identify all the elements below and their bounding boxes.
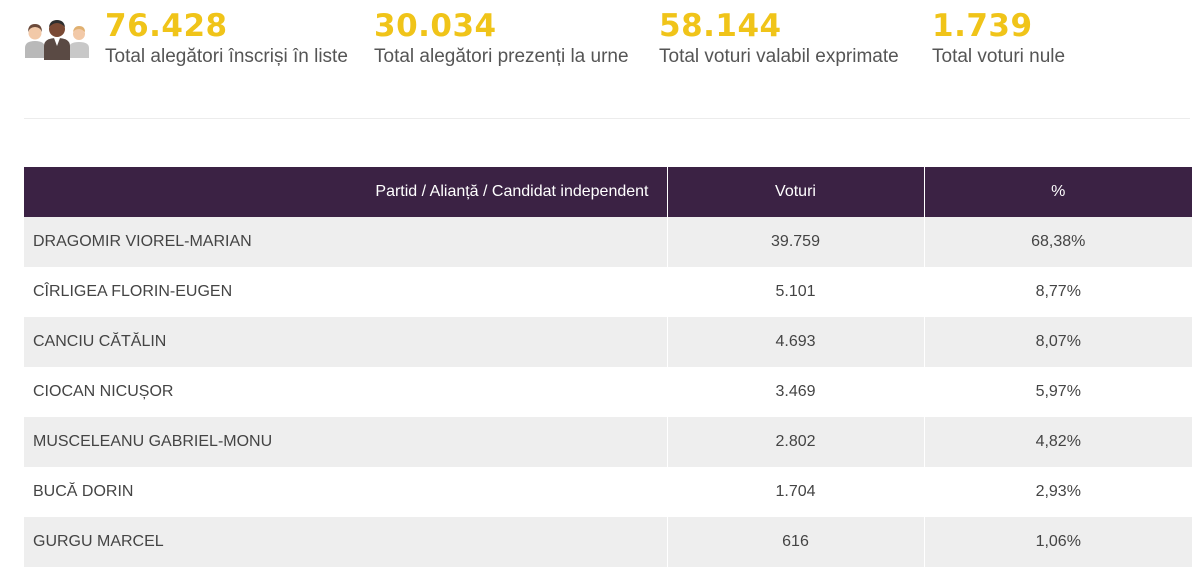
column-header-percent[interactable]: % — [924, 167, 1192, 217]
stat-null-votes: 1.739 Total voturi nule — [932, 8, 1065, 69]
column-header-party[interactable]: Partid / Alianță / Candidat independent — [24, 167, 668, 217]
candidate-percent: 4,82% — [924, 417, 1192, 467]
candidate-percent: 68,38% — [924, 217, 1192, 267]
table-row: CIOCAN NICUȘOR 3.469 5,97% — [24, 367, 1192, 417]
candidate-name: MUSCELEANU GABRIEL-MONU — [24, 417, 668, 467]
stat-label: Total alegători prezenți la urne — [374, 46, 629, 67]
stat-valid-votes: 58.144 Total voturi valabil exprimate — [659, 8, 899, 69]
table-header-row: Partid / Alianță / Candidat independent … — [24, 167, 1192, 217]
table-row: BUCĂ DORIN 1.704 2,93% — [24, 467, 1192, 517]
candidate-name: CIOCAN NICUȘOR — [24, 367, 668, 417]
table-row: CÎRLIGEA FLORIN-EUGEN 5.101 8,77% — [24, 267, 1192, 317]
candidate-votes: 3.469 — [667, 367, 925, 417]
stat-voters-present: 30.034 Total alegători prezenți la urne — [374, 8, 629, 69]
stat-value: 58.144 — [659, 8, 782, 44]
column-header-votes[interactable]: Voturi — [667, 167, 925, 217]
candidate-percent: 5,97% — [924, 367, 1192, 417]
results-table: Partid / Alianță / Candidat independent … — [24, 167, 1192, 567]
candidate-name: BUCĂ DORIN — [24, 467, 668, 517]
people-group-icon — [25, 20, 89, 60]
candidate-name: DRAGOMIR VIOREL-MARIAN — [24, 217, 668, 267]
stat-label: Total voturi nule — [932, 46, 1066, 67]
candidate-percent: 1,06% — [924, 517, 1192, 567]
stat-value: 1.739 — [932, 8, 1033, 44]
candidate-votes: 5.101 — [667, 267, 925, 317]
candidate-name: CANCIU CĂTĂLIN — [24, 317, 668, 367]
candidate-votes: 2.802 — [667, 417, 925, 467]
stats-bar: 76.428 Total alegători înscriși în liste… — [0, 0, 1200, 118]
candidate-votes: 39.759 — [667, 217, 925, 267]
stat-registered-voters: 76.428 Total alegători înscriși în liste — [105, 8, 348, 69]
candidate-percent: 8,07% — [924, 317, 1192, 367]
divider — [24, 118, 1190, 119]
candidate-votes: 4.693 — [667, 317, 925, 367]
candidate-name: CÎRLIGEA FLORIN-EUGEN — [24, 267, 668, 317]
candidate-name: GURGU MARCEL — [24, 517, 668, 567]
stat-label: Total voturi valabil exprimate — [659, 46, 899, 67]
table-row: CANCIU CĂTĂLIN 4.693 8,07% — [24, 317, 1192, 367]
table-row: MUSCELEANU GABRIEL-MONU 2.802 4,82% — [24, 417, 1192, 467]
table-row: GURGU MARCEL 616 1,06% — [24, 517, 1192, 567]
table-row: DRAGOMIR VIOREL-MARIAN 39.759 68,38% — [24, 217, 1192, 267]
stat-value: 30.034 — [374, 8, 497, 44]
candidate-votes: 1.704 — [667, 467, 925, 517]
candidate-percent: 8,77% — [924, 267, 1192, 317]
candidate-percent: 2,93% — [924, 467, 1192, 517]
candidate-votes: 616 — [667, 517, 925, 567]
stat-value: 76.428 — [105, 8, 228, 44]
stat-label: Total alegători înscriși în liste — [105, 46, 348, 67]
